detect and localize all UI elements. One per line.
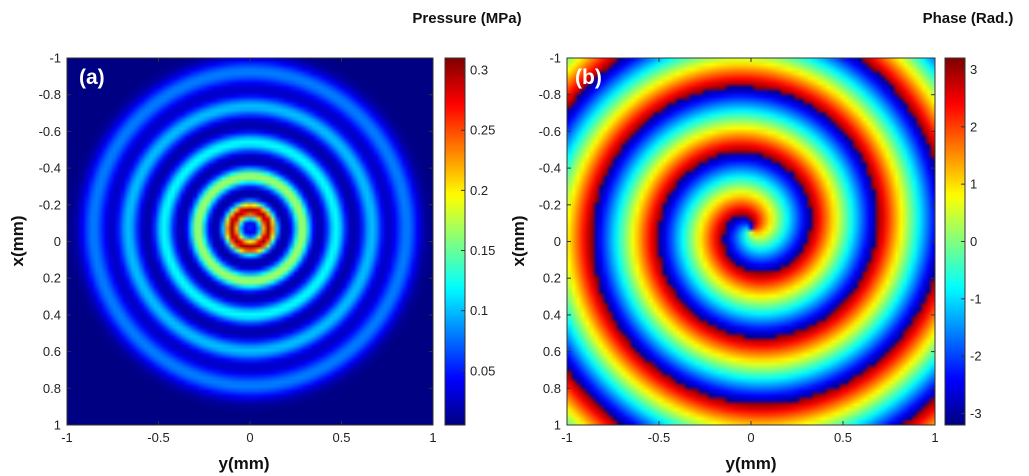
colorbar-tick-label: -2 [970,349,982,364]
colorbar-frame-a [444,57,466,426]
y-tick-label: -0.4 [539,161,561,176]
y-tick-label: 0.4 [543,307,561,322]
y-tick-label: 0.6 [43,344,61,359]
y-tick-label: 0.8 [43,381,61,396]
colorbar-b [945,58,965,425]
colorbar-tick-label: 2 [970,119,977,134]
colorbar-title-b: Phase (Rad.) [923,10,1014,27]
y-tick-label: 1 [54,418,61,433]
colorbar-tick-label: 0 [970,234,977,249]
y-tick-label: 1 [554,418,561,433]
colorbar-tick-label: 0.05 [470,363,495,378]
panel-label-a: (a) [79,66,105,89]
x-axis-ticks-a: -1 -0.5 0 0.5 1 [61,58,437,445]
x-tick-label: 0 [246,430,253,445]
colorbar-title-a: Pressure (MPa) [412,10,521,27]
y-tick-label: -0.4 [39,161,61,176]
colorbar-tick-label: -3 [970,406,982,421]
y-tick-label: -0.6 [539,124,561,139]
y-axis-ticks-b: -1 -0.8 -0.6 -0.4 -0.2 0 0.2 0.4 0.6 0.8 1 [539,51,935,433]
colorbar-tick-label: 0.3 [470,63,488,78]
colorbar-ticks-b: -3 -2 -1 0 1 2 3 [961,62,982,421]
y-tick-label: 0.2 [43,271,61,286]
x-axis-label-a: y(mm) [218,454,269,473]
y-tick-label: -0.8 [39,87,61,102]
x-tick-label: -1 [61,430,73,445]
y-tick-label: 0.8 [543,381,561,396]
x-tick-label: 1 [931,430,938,445]
panel-label-b: (b) [575,66,602,89]
y-tick-label: -0.2 [539,197,561,212]
x-tick-label: 0 [747,430,754,445]
colorbar-a [445,58,465,425]
colorbar-tick-label: 0.1 [470,303,488,318]
colorbar-tick-label: 0.25 [470,123,495,138]
x-axis-ticks-b: -1 -0.5 0 0.5 1 [561,58,939,445]
x-tick-label: 0.5 [834,430,852,445]
colorbar-tick-label: -1 [970,291,982,306]
x-tick-label: 1 [429,430,436,445]
colorbar-tick-label: 3 [970,62,977,77]
y-tick-label: -1 [549,51,561,66]
pressure-heatmap [67,58,433,425]
colorbar-ticks-a: 0.05 0.1 0.15 0.2 0.25 0.3 [461,63,495,378]
y-tick-label: -1 [49,51,61,66]
x-axis-label-b: y(mm) [725,454,776,473]
y-axis-label-b: x(mm) [509,215,528,266]
y-tick-label: 0.6 [543,344,561,359]
y-tick-label: -0.6 [39,124,61,139]
panel-a: (a) -1-0.8-0.6-0.4-0.200.20.40.60.81 -1-… [8,10,522,473]
y-tick-label: 0 [554,234,561,249]
y-axis-label-a: x(mm) [8,215,27,266]
y-tick-label: 0.4 [43,307,61,322]
y-tick-label: -0.2 [39,197,61,212]
colorbar-tick-label: 0.15 [470,243,495,258]
phase-heatmap [567,58,935,425]
y-axis-ticks-a: -1 -0.8 -0.6 -0.4 -0.2 0 0.2 0.4 0.6 0.8 1 [39,51,433,433]
y-tick-label: 0.2 [543,271,561,286]
x-tick-label: -1 [561,430,573,445]
x-tick-label: -0.5 [648,430,670,445]
y-tick-label: -0.8 [539,87,561,102]
panel-b: (b) -1-0.8-0.6-0.4-0.200.20.40.60.81 -1-… [509,10,1013,473]
x-tick-label: -0.5 [147,430,169,445]
y-tick-label: 0 [54,234,61,249]
colorbar-tick-label: 0.2 [470,183,488,198]
colorbar-tick-label: 1 [970,177,977,192]
x-tick-label: 0.5 [332,430,350,445]
